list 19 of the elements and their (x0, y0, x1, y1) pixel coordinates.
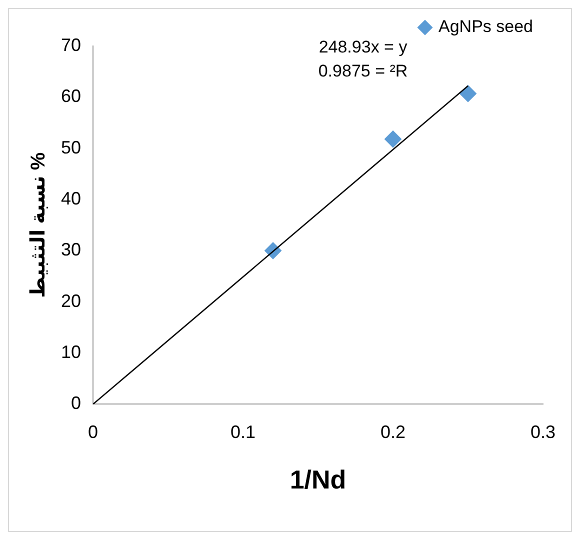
x-tick-label: 0.2 (380, 422, 406, 442)
y-tick-label: 30 (60, 240, 82, 260)
x-tick-label: 0.3 (530, 422, 556, 442)
y-axis-title: نسبة التثبيط % (28, 152, 50, 298)
y-tick-label: 70 (60, 34, 82, 55)
annotation: 0.9875 = ²R (318, 62, 408, 81)
point (460, 85, 477, 102)
annotation: 248.93x = y (318, 38, 408, 57)
x-tick-label: 0.1 (230, 422, 256, 442)
point (384, 130, 402, 148)
y-tick-label: 10 (60, 342, 82, 362)
legend-label: AgNPs seed (438, 17, 534, 36)
x-tick-label: 0 (88, 422, 98, 442)
y-tick-label: 50 (60, 137, 82, 158)
y-tick-label: 0 (71, 393, 82, 414)
y-tick-label: 20 (60, 290, 82, 311)
x-axis-title: 1/Nd (290, 464, 346, 495)
y-tick-label: 60 (60, 86, 82, 106)
y-tick-label: 40 (60, 188, 82, 208)
